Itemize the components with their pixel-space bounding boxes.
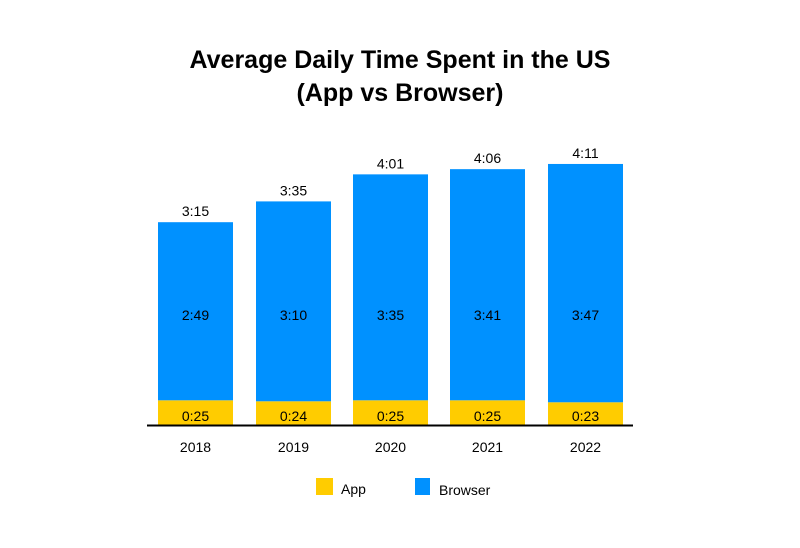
- legend-label-app: App: [341, 481, 366, 497]
- x-tick-label-2021: 2021: [472, 439, 503, 455]
- data-label-total-2021: 4:06: [474, 150, 501, 166]
- data-label-browser-2019: 3:10: [280, 307, 307, 323]
- legend-swatch-browser: [415, 478, 430, 495]
- bar-app-2020: [353, 400, 428, 425]
- bar-app-2019: [256, 401, 331, 425]
- bar-browser-2022: [548, 163, 623, 403]
- data-label-app-2021: 0:25: [474, 408, 501, 424]
- chart-title-line-2: (App vs Browser): [296, 79, 504, 107]
- data-label-browser-2020: 3:35: [377, 307, 404, 323]
- x-tick-label-2018: 2018: [180, 439, 211, 455]
- x-tick-label-2020: 2020: [375, 439, 406, 455]
- data-label-total-2019: 3:35: [280, 182, 307, 198]
- x-tick-label-2022: 2022: [570, 439, 601, 455]
- data-label-total-2022: 4:11: [572, 145, 598, 161]
- chart-title-line-1: Average Daily Time Spent in the US: [189, 46, 611, 74]
- data-label-app-2020: 0:25: [377, 408, 404, 424]
- bar-browser-2021: [450, 169, 525, 401]
- bar-app-2021: [450, 400, 525, 425]
- bar-browser-2018: [158, 222, 233, 401]
- data-label-browser-2021: 3:41: [474, 307, 501, 323]
- x-tick-label-2019: 2019: [278, 439, 309, 455]
- legend-label-browser: Browser: [439, 482, 491, 498]
- data-label-browser-2022: 3:47: [572, 307, 599, 323]
- bar-browser-2020: [353, 174, 428, 401]
- bar-app-2018: [158, 400, 233, 425]
- data-label-app-2022: 0:23: [572, 408, 599, 424]
- data-label-app-2019: 0:24: [280, 408, 307, 424]
- data-label-browser-2018: 2:49: [182, 307, 209, 323]
- chart-title: Average Daily Time Spent in the US (App …: [0, 44, 800, 110]
- bar-app-2022: [548, 402, 623, 425]
- data-label-total-2020: 4:01: [377, 155, 404, 171]
- bar-browser-2019: [256, 201, 331, 402]
- data-label-total-2018: 3:15: [182, 203, 209, 219]
- data-label-app-2018: 0:25: [182, 408, 209, 424]
- legend-swatch-app: [316, 478, 333, 495]
